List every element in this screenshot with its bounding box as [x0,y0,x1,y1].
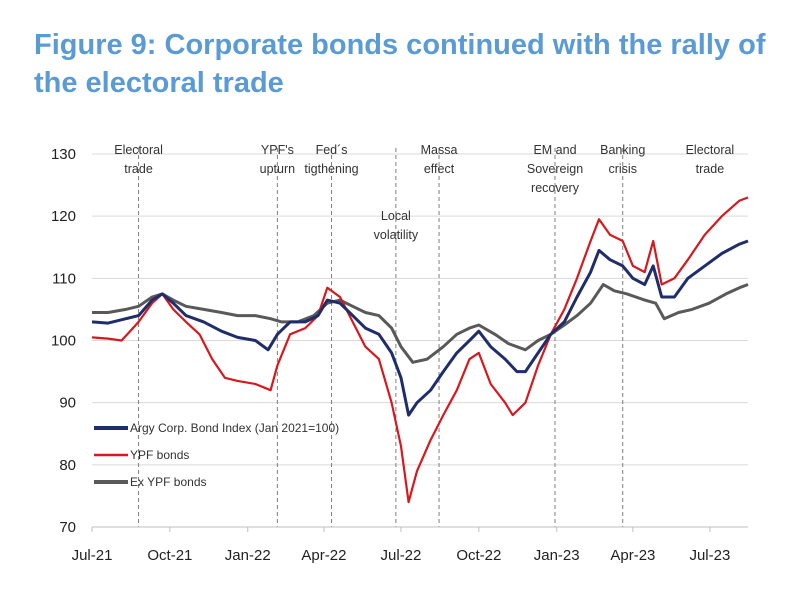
legend-label: YPF bonds [130,448,189,462]
gridlines [92,153,748,528]
y-tick-label: 110 [52,270,76,287]
y-tick-label: 100 [51,333,76,350]
event-label: Sovereign [527,162,583,176]
chart-title: Figure 9: Corporate bonds continued with… [34,29,766,99]
series-line-1 [91,196,749,504]
event-label: trade [124,162,153,176]
event-label: recovery [531,181,580,195]
x-tick-label: Oct-22 [456,547,501,564]
series-line-2 [92,283,749,364]
event-label: Electoral [114,143,163,157]
series-lines [91,196,749,504]
event-label: volatility [374,228,419,242]
y-tick-label: 120 [51,208,76,225]
event-label: YPF's [261,143,294,157]
event-markers: Electoral trade YPF's upturn Fed´s tigthening… [114,143,734,527]
event-label: Electoral [686,143,735,157]
event-label: Local [381,209,411,223]
x-tick-label: Jan-22 [225,547,271,564]
event-label: Fed´s [316,143,348,157]
y-tick-label: 80 [59,457,76,474]
x-tick-label: Jul-23 [689,547,730,564]
x-tick-label: Oct-21 [147,547,192,564]
event-label: upturn [260,162,295,176]
event-label: Massa [421,143,458,157]
event-label: effect [424,162,455,176]
x-tick-label: Apr-23 [610,547,655,564]
event-label: trade [696,162,725,176]
event-label: EM and [533,143,576,157]
y-tick-label: 90 [59,395,76,412]
event-label: tigthening [304,162,358,176]
x-tick-label: Jan-23 [534,547,580,564]
legend: Argy Corp. Bond Index (Jan 2021=100) YPF … [94,421,339,489]
legend-label: Argy Corp. Bond Index (Jan 2021=100) [130,421,339,435]
axes: 70 80 90 100 110 120 130 Jul-21 Oct-21 Jan-22 Apr-… [51,146,748,564]
legend-label: Ex YPF bonds [130,475,207,489]
series-line-0 [91,239,749,417]
x-tick-label: Jul-22 [381,547,422,564]
x-tick-label: Jul-21 [72,547,113,564]
event-label: Banking [600,143,645,157]
event-label: crisis [608,162,636,176]
y-tick-label: 70 [59,519,76,536]
x-tick-label: Apr-22 [301,547,346,564]
y-tick-label: 130 [51,146,76,163]
